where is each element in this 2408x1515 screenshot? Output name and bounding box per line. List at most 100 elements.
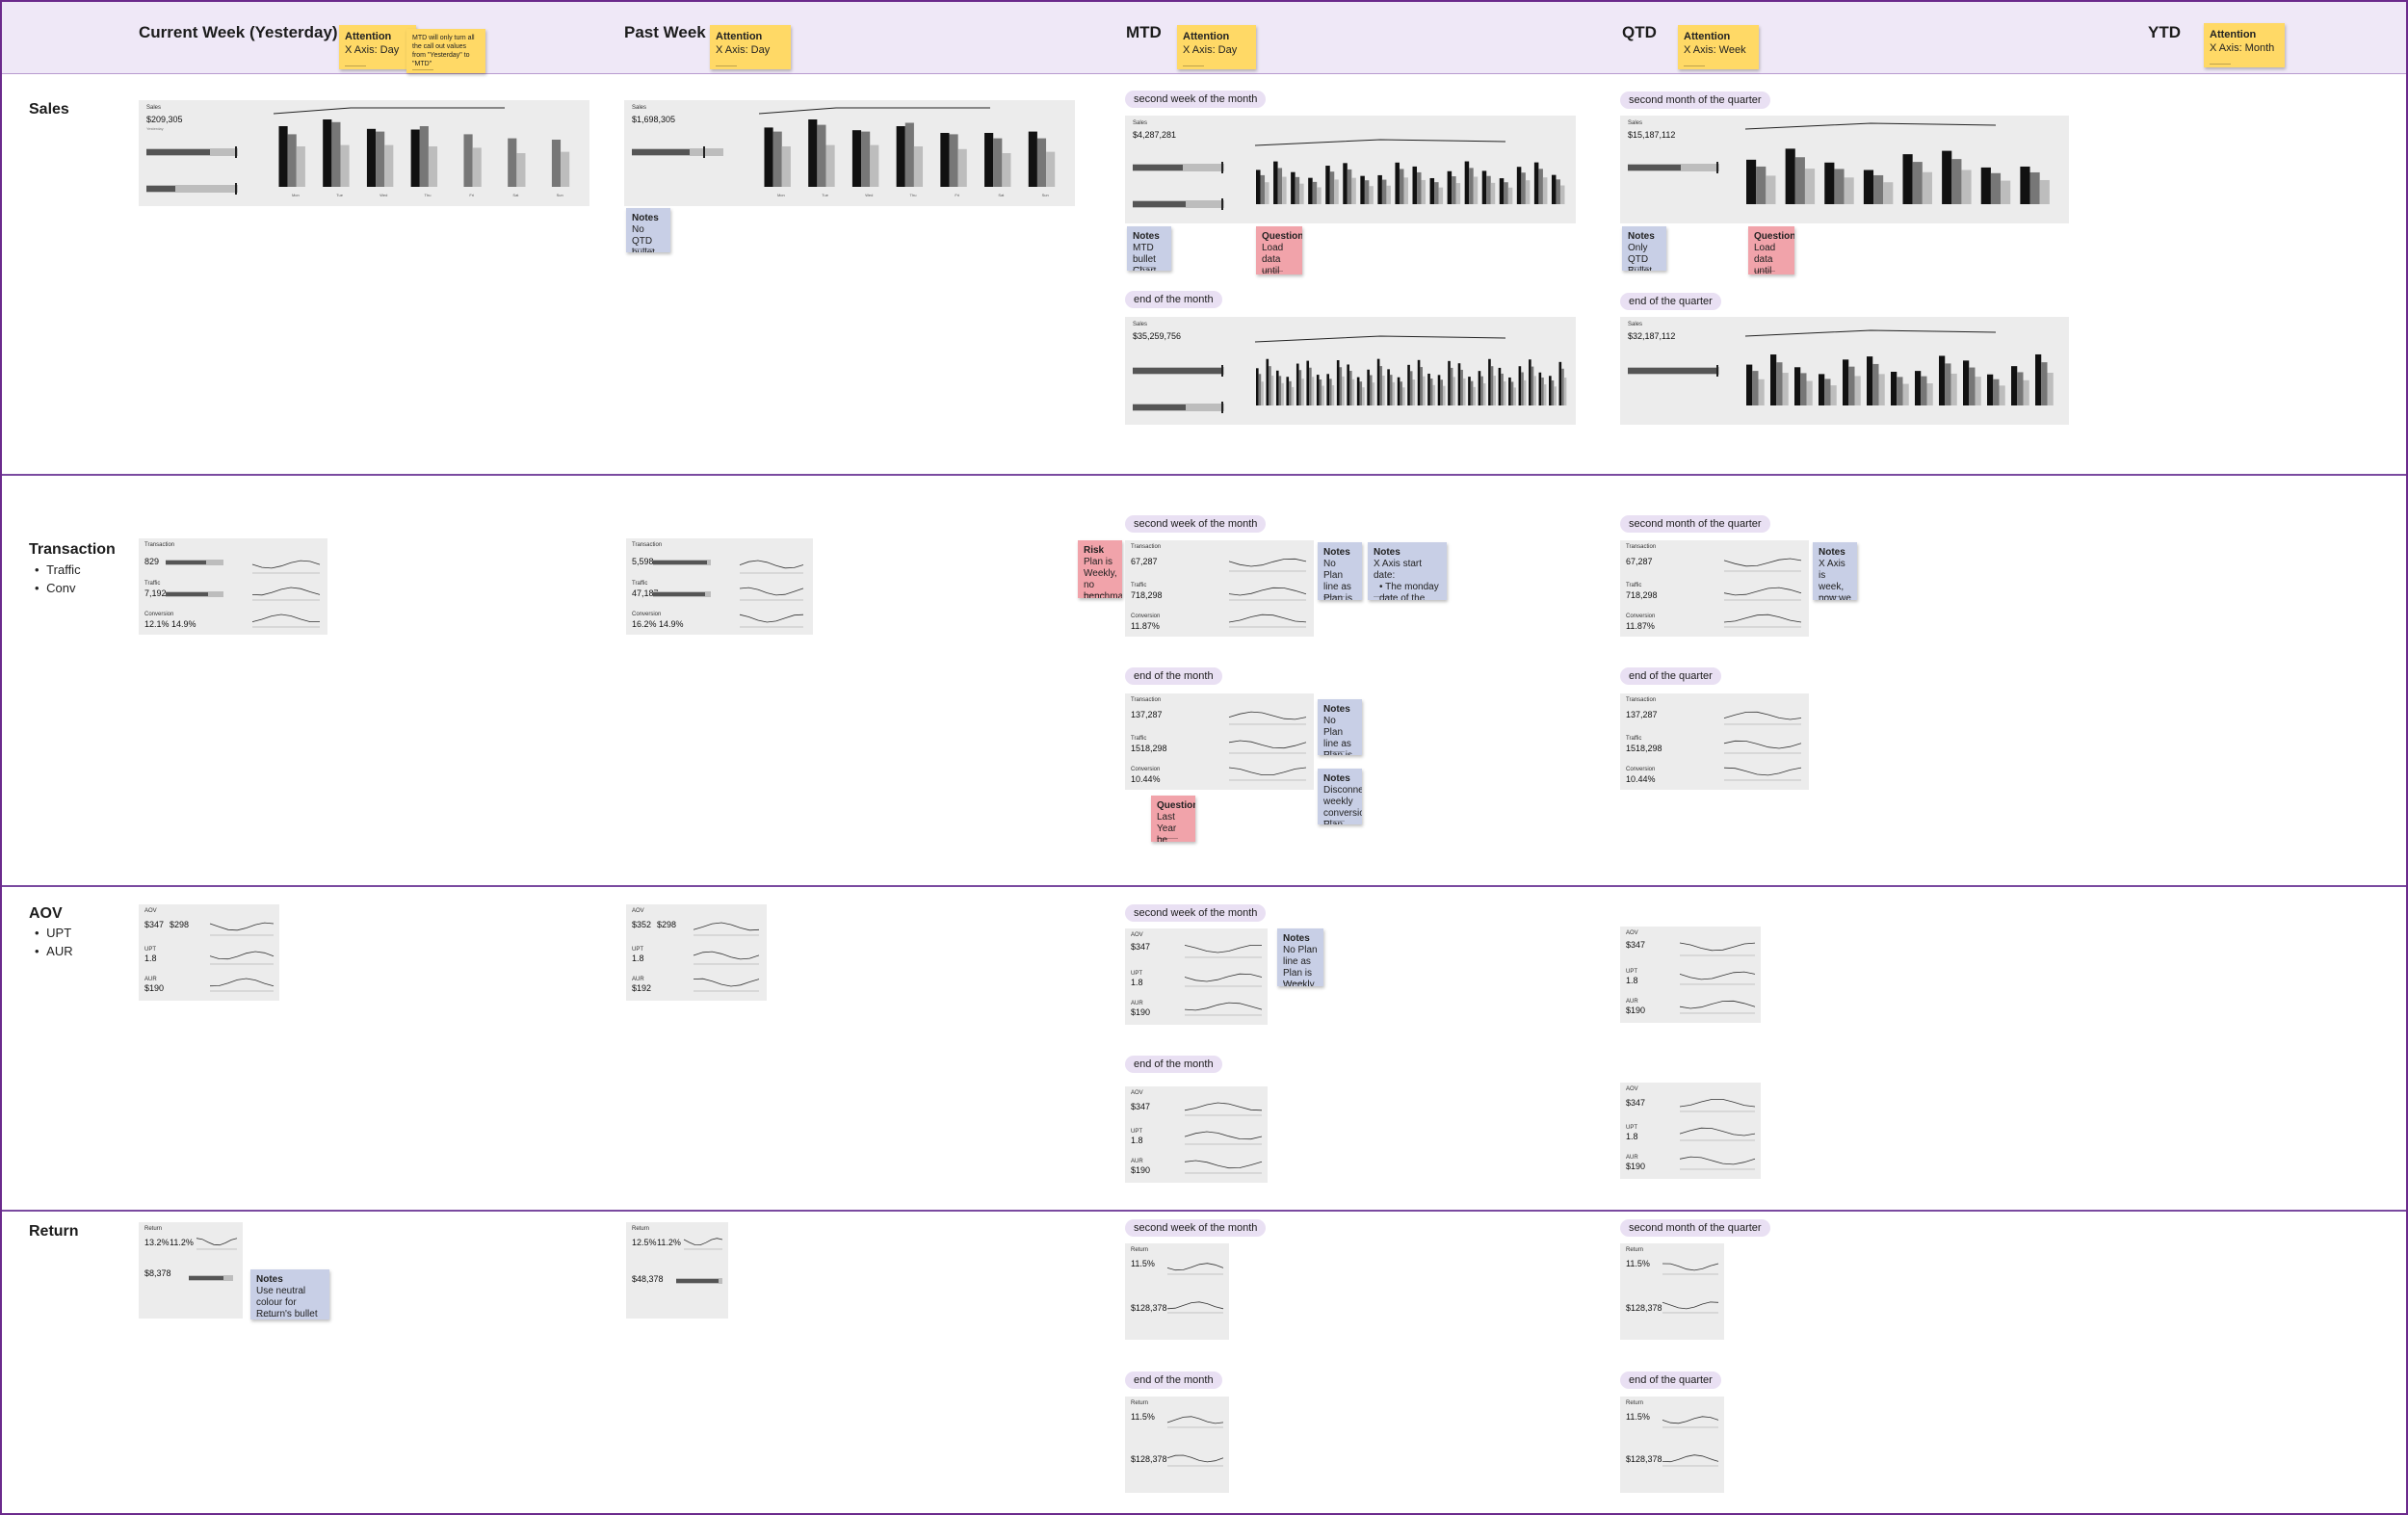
bar-plan bbox=[508, 138, 517, 187]
bar bbox=[1387, 369, 1390, 405]
aov-card-qtd-end-quarter[interactable]: AOV $347 UPT 1.8 AUR $190 bbox=[1620, 1083, 1761, 1179]
sales-card-qtd-end-quarter[interactable]: Sales $32,187,112 bbox=[1620, 317, 2069, 425]
bar-actual bbox=[896, 126, 905, 187]
aov-card-qtd-second-month[interactable]: AOV $347 UPT 1.8 AUR $190 bbox=[1620, 927, 1761, 1023]
bar bbox=[1782, 373, 1789, 405]
bar-plan bbox=[331, 121, 341, 187]
bar bbox=[1429, 177, 1435, 204]
note-sticky-return-colour[interactable]: Notes Use neutral colour for Return's bul… bbox=[250, 1269, 329, 1319]
note-sticky-disconnected[interactable]: NotesDisconnected weekly conversion Plan… bbox=[1318, 769, 1362, 824]
pill-end-of-month: end of the month bbox=[1125, 1371, 1222, 1389]
sticky-text: No Plan line as Plan is Weekly Total, X … bbox=[1323, 716, 1352, 755]
bullet-fill bbox=[653, 592, 705, 596]
bar bbox=[1342, 376, 1345, 405]
return-card-qtd-second-month[interactable]: Return 11.5% $128,378 bbox=[1620, 1243, 1724, 1340]
transaction-sub-list: Traffic Conv bbox=[35, 561, 80, 597]
attention-sticky-current-week[interactable]: Attention X Axis: Day bbox=[339, 25, 416, 69]
sales-card-current-week[interactable]: Sales $209,305 Yesterday Mon Tue Wed Thu Fri… bbox=[139, 100, 589, 206]
card-metric-label: AUR bbox=[1626, 999, 1638, 1005]
return-card-mtd-second-week[interactable]: Return 11.5% $128,378 bbox=[1125, 1243, 1229, 1340]
attention-sticky-ytd[interactable]: Attention X Axis: Month bbox=[2204, 23, 2285, 67]
aov-card-mtd-second-week[interactable]: AOV $347 UPT 1.8 AUR $190 bbox=[1125, 928, 1268, 1025]
attention-sticky-past-week[interactable]: Attention X Axis: Day bbox=[710, 25, 791, 69]
card-metric-label: Sales bbox=[146, 105, 162, 111]
sales-card-mtd-end-month[interactable]: Sales $35,259,756 bbox=[1125, 317, 1576, 425]
transaction-card-past-week[interactable]: Transaction 5,598 Traffic 47,187 Convers… bbox=[626, 538, 813, 635]
pill-end-of-month: end of the month bbox=[1125, 667, 1222, 685]
bar bbox=[1510, 381, 1514, 405]
sales-card-past-week[interactable]: Sales $1,698,305 Mon Tue Wed Thu Fri Sat Sun bbox=[624, 100, 1075, 206]
sparkline-path bbox=[1228, 614, 1307, 623]
bar bbox=[1360, 175, 1365, 204]
bar bbox=[1420, 367, 1423, 405]
bar-actual bbox=[808, 119, 818, 187]
attention-sticky-mtd-note[interactable]: MTD will only turn all the call out valu… bbox=[406, 29, 485, 73]
sparkline bbox=[1184, 1102, 1263, 1116]
card-metric-label: Return bbox=[1131, 1400, 1149, 1406]
bar bbox=[2020, 166, 2030, 204]
note-sticky-x-axis-start[interactable]: Notes X Axis start date: • The monday dat… bbox=[1368, 542, 1447, 600]
bar bbox=[1362, 387, 1365, 405]
return-card-mtd-end-month[interactable]: Return 11.5% $128,378 bbox=[1125, 1397, 1229, 1493]
sales-card-qtd-second-month[interactable]: Sales $15,187,112 bbox=[1620, 116, 2069, 223]
transaction-card-qtd-second-month[interactable]: Transaction 67,287 Traffic 718,298 Conve… bbox=[1620, 540, 1809, 637]
sparkline bbox=[1166, 1263, 1224, 1275]
aov-card-mtd-end-month[interactable]: AOV $347 UPT 1.8 AUR $190 bbox=[1125, 1086, 1268, 1183]
card-plan-value: 14.9% bbox=[659, 619, 684, 629]
bar bbox=[1482, 383, 1486, 405]
sparkline bbox=[1679, 971, 1756, 985]
attention-sticky-qtd[interactable]: Attention X Axis: Week bbox=[1678, 25, 1759, 69]
sparkline bbox=[1228, 558, 1307, 572]
bar bbox=[1990, 172, 2002, 204]
sparkline-path bbox=[209, 978, 275, 987]
bar bbox=[1470, 380, 1474, 405]
sparkline-path bbox=[196, 1238, 238, 1246]
bar bbox=[1503, 380, 1506, 405]
transaction-card-mtd-end-month[interactable]: Transaction 137,287 Traffic 1518,298 Con… bbox=[1125, 693, 1314, 790]
bullet-fill bbox=[166, 592, 208, 596]
bar-actual bbox=[940, 133, 950, 187]
bar-plan bbox=[772, 131, 782, 187]
bar bbox=[1819, 374, 1825, 405]
row-label-transaction: Transaction bbox=[29, 541, 116, 558]
bar-last-year bbox=[384, 144, 394, 187]
sparkline bbox=[1228, 740, 1307, 754]
return-card-current-week[interactable]: Return 13.2% 11.2% $8,378 bbox=[139, 1222, 243, 1319]
bar bbox=[1308, 177, 1313, 204]
bar bbox=[2023, 379, 2029, 405]
sticky-text: MTD will only turn all the call out valu… bbox=[412, 35, 475, 67]
sparkline bbox=[1228, 587, 1307, 601]
return-card-past-week[interactable]: Return 12.5% 11.2% $48,378 bbox=[626, 1222, 728, 1319]
sparkline-path bbox=[1679, 1000, 1756, 1009]
transaction-card-mtd-second-week[interactable]: Transaction 67,287 Traffic 718,298 Conve… bbox=[1125, 540, 1314, 637]
aov-card-past-week[interactable]: AOV $352 $298 UPT 1.8 AUR $192 bbox=[626, 904, 767, 1001]
plan-line bbox=[1744, 329, 1997, 337]
sticky-text: X Axis start date: bbox=[1374, 559, 1423, 581]
card-metric-label: Transaction bbox=[1131, 697, 1162, 703]
return-card-qtd-end-quarter[interactable]: Return 11.5% $128,378 bbox=[1620, 1397, 1724, 1493]
bar bbox=[1291, 171, 1296, 204]
sales-card-mtd-second-week[interactable]: Sales $4,287,281 bbox=[1125, 116, 1576, 223]
sparkline bbox=[1679, 1127, 1756, 1141]
sparkline bbox=[1228, 767, 1307, 781]
bar bbox=[1311, 377, 1315, 405]
bullet-fill bbox=[1133, 368, 1221, 374]
transaction-card-current-week[interactable]: Transaction 829 Traffic 7,192 Conversion… bbox=[139, 538, 327, 635]
aov-card-current-week[interactable]: AOV $347 $298 UPT 1.8 AUR $190 bbox=[139, 904, 279, 1001]
attention-sticky-mtd[interactable]: Attention X Axis: Day bbox=[1177, 25, 1256, 69]
sparkline-path bbox=[1184, 973, 1263, 982]
transaction-card-qtd-end-quarter[interactable]: Transaction 137,287 Traffic 1518,298 Con… bbox=[1620, 693, 1809, 790]
sparkline-path bbox=[209, 951, 275, 960]
sparkline-path bbox=[1184, 1131, 1263, 1140]
